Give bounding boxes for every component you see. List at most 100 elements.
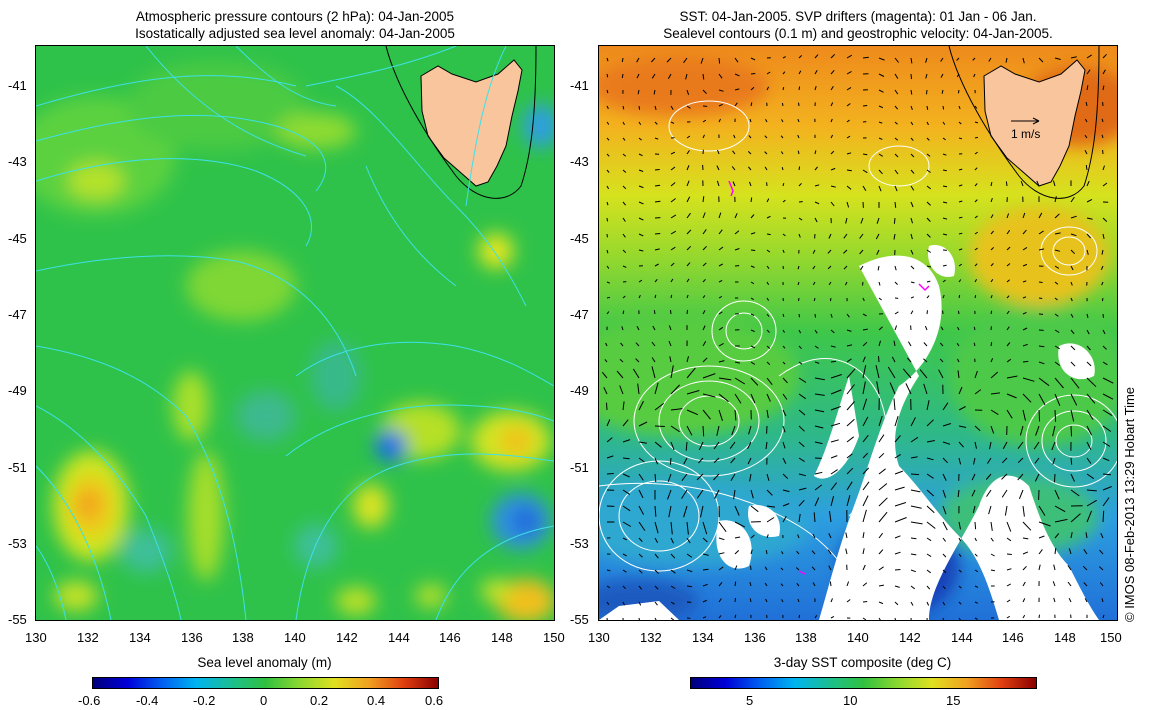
velocity-arrow xyxy=(986,489,992,497)
sea-level-anomaly-map[interactable] xyxy=(35,45,555,621)
velocity-arrow xyxy=(669,457,672,465)
right-lon-tick: 134 xyxy=(692,630,714,645)
velocity-arrow xyxy=(798,313,800,318)
left-colorbar-tick: 0.6 xyxy=(425,693,444,708)
velocity-arrow xyxy=(686,212,691,219)
velocity-arrow xyxy=(1054,232,1061,235)
velocity-arrow xyxy=(1038,521,1051,527)
velocity-arrow xyxy=(766,265,770,270)
velocity-arrow xyxy=(622,569,627,573)
velocity-arrow xyxy=(733,489,736,500)
velocity-arrow xyxy=(893,340,896,347)
velocity-arrow xyxy=(750,313,755,317)
velocity-arrow xyxy=(846,119,850,123)
left-lon-tick: 142 xyxy=(336,630,358,645)
velocity-arrow xyxy=(749,118,752,123)
velocity-arrow xyxy=(1017,441,1024,449)
velocity-arrow xyxy=(1085,101,1088,107)
velocity-arrow xyxy=(621,73,624,79)
left-lon-tick: 144 xyxy=(388,630,410,645)
velocity-arrow xyxy=(891,356,896,363)
right-colorbar-tick: 15 xyxy=(946,693,961,708)
velocity-arrow xyxy=(1054,377,1064,389)
velocity-arrow xyxy=(956,73,960,78)
velocity-arrow xyxy=(905,383,912,395)
velocity-arrow xyxy=(910,489,921,493)
velocity-arrow xyxy=(1053,597,1056,603)
velocity-arrow xyxy=(957,89,960,94)
velocity-arrow xyxy=(734,102,738,107)
velocity-arrow xyxy=(827,265,832,270)
velocity-arrow xyxy=(958,184,963,187)
velocity-arrow xyxy=(942,423,952,427)
velocity-arrow xyxy=(765,598,768,603)
velocity-arrow xyxy=(926,201,931,206)
velocity-arrow xyxy=(910,121,914,126)
velocity-arrow xyxy=(894,617,896,620)
velocity-arrow xyxy=(654,569,659,574)
velocity-arrow xyxy=(862,153,868,156)
velocity-arrow xyxy=(1085,165,1088,171)
velocity-arrow xyxy=(1086,361,1092,367)
velocity-arrow xyxy=(686,390,700,395)
velocity-arrow xyxy=(942,294,945,299)
velocity-arrow xyxy=(1004,505,1008,516)
velocity-arrow xyxy=(862,365,867,379)
velocity-arrow xyxy=(1099,549,1104,555)
velocity-arrow xyxy=(606,437,613,443)
velocity-arrow xyxy=(670,569,676,574)
velocity-arrow xyxy=(718,393,729,403)
velocity-arrow xyxy=(907,341,912,347)
velocity-arrow xyxy=(974,389,982,395)
velocity-arrow xyxy=(797,534,800,539)
velocity-arrow xyxy=(1068,597,1072,603)
right-title-line2: Sealevel contours (0.1 m) and geostrophi… xyxy=(663,26,1053,41)
velocity-arrow xyxy=(638,153,643,157)
velocity-arrow xyxy=(910,521,923,525)
velocity-arrow xyxy=(910,537,917,540)
velocity-arrow xyxy=(988,57,992,62)
velocity-arrow xyxy=(1101,281,1104,286)
velocity-arrow xyxy=(1086,510,1093,523)
velocity-arrow xyxy=(1102,409,1113,417)
velocity-arrow xyxy=(1070,345,1076,351)
velocity-arrow xyxy=(1006,358,1012,363)
velocity-arrow xyxy=(860,265,864,271)
velocity-arrow xyxy=(830,102,834,107)
velocity-arrow xyxy=(718,615,722,619)
velocity-arrow xyxy=(702,278,706,283)
velocity-arrow xyxy=(990,425,995,434)
velocity-arrow xyxy=(894,137,899,141)
velocity-arrow xyxy=(958,248,963,251)
velocity-arrow xyxy=(1036,180,1040,187)
velocity-arrow xyxy=(926,105,929,110)
sst-map[interactable]: 1 m/s xyxy=(598,45,1118,621)
velocity-arrow xyxy=(716,180,720,187)
velocity-arrow xyxy=(862,105,868,107)
velocity-arrow xyxy=(1022,565,1027,571)
velocity-arrow xyxy=(939,358,944,363)
velocity-arrow xyxy=(1102,182,1108,187)
velocity-arrow xyxy=(829,511,832,523)
velocity-arrow xyxy=(910,436,919,443)
velocity-arrow xyxy=(667,489,672,500)
velocity-arrow xyxy=(926,419,934,427)
left-lon-tick: 134 xyxy=(129,630,151,645)
velocity-arrow xyxy=(1054,265,1060,269)
velocity-arrow xyxy=(651,366,656,379)
velocity-arrow xyxy=(876,217,880,224)
velocity-arrow xyxy=(798,297,800,302)
velocity-arrow xyxy=(718,409,723,421)
velocity-arrow xyxy=(766,517,775,523)
velocity-arrow xyxy=(942,473,947,481)
velocity-arrow xyxy=(635,342,640,347)
velocity-arrow xyxy=(702,568,709,571)
left-lon-tick: 148 xyxy=(491,630,513,645)
velocity-arrow xyxy=(1022,581,1026,587)
velocity-arrow xyxy=(958,216,963,219)
velocity-arrow xyxy=(814,166,818,171)
velocity-arrow xyxy=(958,617,962,620)
velocity-arrow xyxy=(606,585,611,589)
velocity-arrow xyxy=(686,245,692,251)
velocity-arrow xyxy=(926,505,935,514)
